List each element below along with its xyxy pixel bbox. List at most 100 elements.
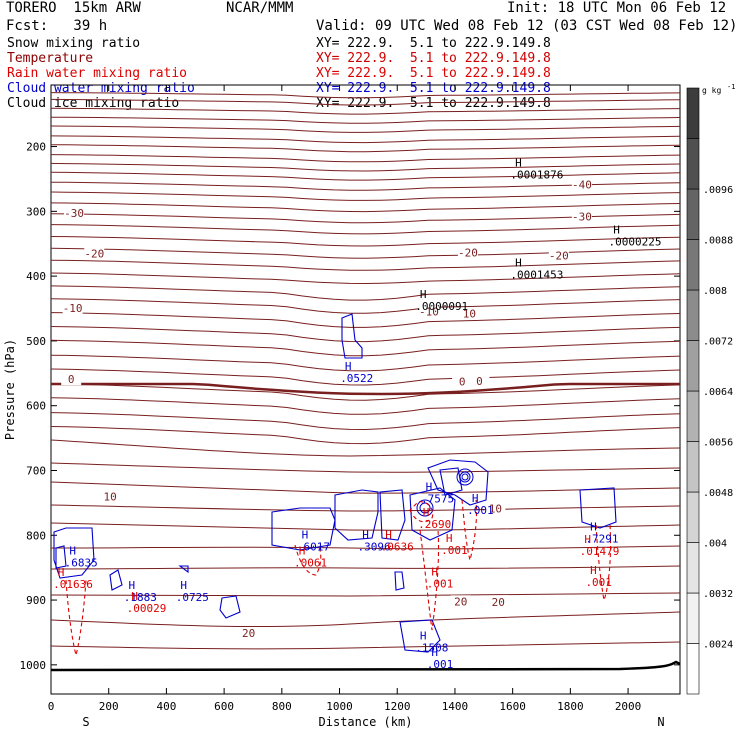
maximum-marker: H.0000091 bbox=[415, 288, 468, 313]
isotherm-label-background bbox=[452, 375, 473, 388]
colorbar-segment bbox=[686, 340, 700, 392]
cloud-water-contour bbox=[427, 459, 489, 506]
isotherm-label-background bbox=[488, 595, 509, 608]
maximum-h-symbol: H bbox=[431, 646, 438, 659]
colorbar-tick-label: .0056 bbox=[703, 438, 733, 449]
isotherm-label: 20 bbox=[450, 595, 471, 608]
isotherm-value: 20 bbox=[492, 596, 505, 609]
isotherm-value: 0 bbox=[459, 376, 466, 389]
colorbar-unit: g kg bbox=[702, 86, 721, 95]
maximum-value: .6835 bbox=[65, 557, 98, 570]
isotherm-line bbox=[50, 481, 681, 494]
maximum-h-symbol: H bbox=[431, 565, 438, 578]
colorbar-segment bbox=[686, 390, 700, 442]
maximum-marker: H.01479 bbox=[580, 533, 620, 558]
isotherm-line bbox=[50, 312, 681, 328]
isotherm-line bbox=[50, 162, 681, 172]
maximum-value: .0636 bbox=[381, 541, 414, 554]
isotherm-value: -10 bbox=[419, 306, 439, 319]
maximum-h-symbol: H bbox=[362, 529, 369, 542]
isotherm-line bbox=[50, 326, 681, 343]
isotherm-line bbox=[50, 462, 681, 473]
maximum-value: .0725 bbox=[176, 591, 209, 604]
maximum-h-symbol: H bbox=[420, 630, 427, 643]
isotherm-line bbox=[50, 125, 681, 133]
x-tick-label: 1000 bbox=[326, 700, 353, 713]
maximum-value: .001 bbox=[585, 576, 612, 589]
freezing-level-line bbox=[51, 382, 680, 396]
maximum-marker: H.001 bbox=[467, 492, 494, 517]
maximum-h-symbol: H bbox=[385, 529, 392, 542]
x-tick-label: 200 bbox=[99, 700, 119, 713]
isotherm-label-background bbox=[548, 249, 569, 262]
isotherm-value: -20 bbox=[458, 247, 478, 260]
maximum-h-symbol: H bbox=[590, 521, 597, 534]
isotherm-value: 0 bbox=[476, 375, 483, 388]
maximum-value: .6017 bbox=[297, 541, 330, 554]
maximum-value: .7575 bbox=[421, 493, 454, 506]
y-axis-label: Pressure (hPa) bbox=[3, 339, 17, 440]
colorbar-segment bbox=[686, 239, 700, 291]
maximum-h-symbol: H bbox=[302, 529, 309, 542]
maximum-h-symbol: H bbox=[58, 566, 65, 579]
isotherm-line bbox=[50, 236, 681, 247]
maximum-marker: H.6017 bbox=[297, 529, 330, 554]
maximum-h-symbol: H bbox=[426, 481, 433, 494]
maximum-value: .001 bbox=[427, 658, 454, 671]
maximum-marker: H.00029 bbox=[127, 590, 167, 615]
maximum-marker: H.01636 bbox=[53, 566, 93, 591]
field-cross-section-coordinates: XY= 222.9. 5.1 to 222.9.149.8 bbox=[316, 36, 551, 51]
colorbar-tick-label: .0048 bbox=[703, 488, 733, 499]
colorbar-tick-label: .0024 bbox=[703, 640, 733, 651]
plot-frame bbox=[50, 84, 681, 695]
maximum-h-symbol: H bbox=[515, 256, 522, 269]
rain-water-contour bbox=[595, 524, 612, 602]
south-endpoint-label: S bbox=[82, 715, 89, 729]
y-tick-label: 500 bbox=[26, 335, 46, 348]
y-tick-label: 600 bbox=[26, 400, 46, 413]
maximum-value: .001 bbox=[467, 504, 494, 517]
cloud-water-contour bbox=[461, 473, 469, 481]
isotherm-line bbox=[50, 171, 681, 181]
maximum-value: .7291 bbox=[585, 533, 618, 546]
isotherm-line bbox=[50, 92, 681, 99]
maximum-h-symbol: H bbox=[69, 545, 76, 558]
maximum-h-symbol: H bbox=[446, 532, 453, 545]
field-name: Snow mixing ratio bbox=[7, 36, 141, 51]
isotherm-label: 20 bbox=[488, 595, 509, 609]
isotherm-label: 10 bbox=[485, 503, 506, 516]
cloud-water-contour bbox=[459, 471, 471, 483]
model-title: TORERO 15km ARW bbox=[6, 0, 141, 16]
maximum-value: .1883 bbox=[124, 591, 157, 604]
cloud-water-contour bbox=[409, 487, 456, 541]
isotherm-label: -40 bbox=[571, 178, 592, 192]
colorbar-tick-label: .0032 bbox=[703, 589, 733, 600]
x-tick-label: 1800 bbox=[557, 700, 584, 713]
maximum-marker: H.7291 bbox=[585, 521, 618, 546]
isotherm-label-background bbox=[457, 246, 478, 259]
rain-water-contour bbox=[65, 579, 87, 658]
cloud-water-contour bbox=[456, 468, 474, 486]
isotherm-line bbox=[50, 339, 681, 357]
maximum-value: .00029 bbox=[127, 602, 167, 615]
isotherm-line bbox=[50, 565, 681, 570]
maximum-marker: H.1883 bbox=[124, 579, 157, 604]
isotherm-line bbox=[50, 135, 681, 144]
maximum-marker: H.3096 bbox=[358, 529, 391, 554]
colorbar-segment bbox=[686, 87, 700, 139]
isotherm-line bbox=[50, 154, 681, 163]
colorbar-tick-label: .0096 bbox=[703, 185, 733, 196]
isotherm-value: 20 bbox=[454, 595, 467, 608]
isotherm-label-background bbox=[62, 301, 83, 314]
isotherm-line bbox=[50, 397, 681, 415]
maximum-value: .0000225 bbox=[609, 235, 662, 248]
colorbar-segment bbox=[686, 188, 700, 240]
isotherm-label-background bbox=[459, 307, 480, 320]
isotherm-label: -30 bbox=[571, 210, 592, 223]
x-tick-label: 0 bbox=[48, 700, 55, 713]
maximum-h-symbol: H bbox=[515, 157, 522, 170]
isotherm-label-background bbox=[571, 178, 592, 191]
maximum-marker: H.001 bbox=[427, 565, 454, 590]
isotherm-label-background bbox=[571, 210, 592, 223]
isotherm-line bbox=[50, 412, 681, 431]
